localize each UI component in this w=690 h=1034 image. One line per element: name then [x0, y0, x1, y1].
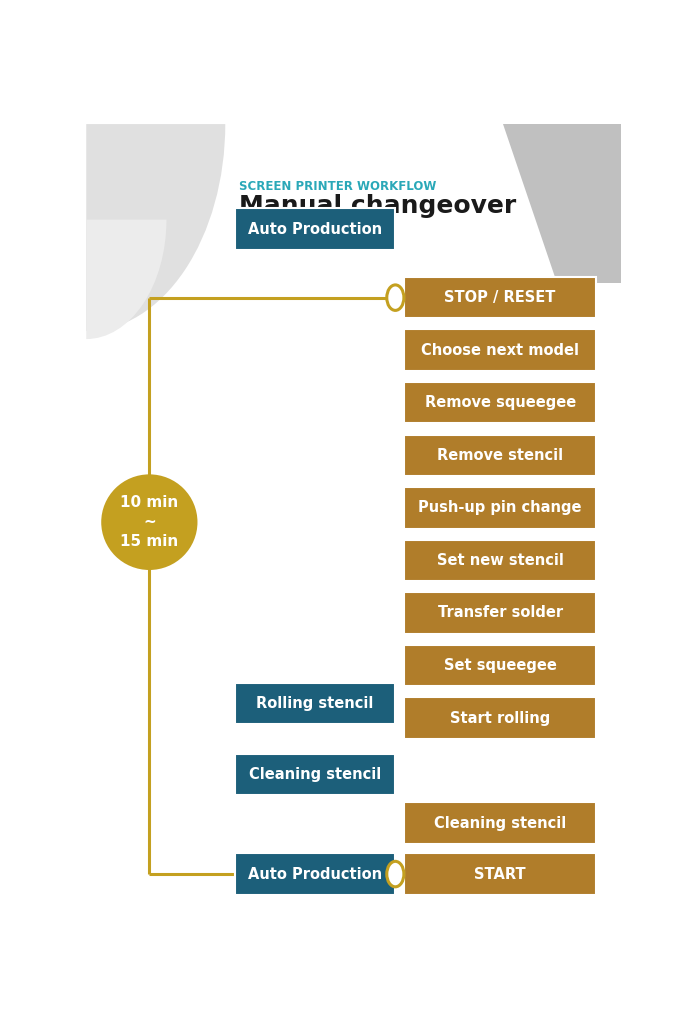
FancyBboxPatch shape — [235, 754, 395, 795]
Text: START: START — [474, 866, 526, 882]
Text: Set new stencil: Set new stencil — [437, 553, 564, 568]
Text: Remove squeegee: Remove squeegee — [424, 395, 575, 410]
FancyBboxPatch shape — [235, 683, 395, 725]
Text: Start rolling: Start rolling — [450, 710, 550, 726]
FancyBboxPatch shape — [235, 209, 395, 250]
FancyBboxPatch shape — [404, 434, 596, 476]
Text: Choose next model: Choose next model — [421, 342, 579, 358]
Ellipse shape — [101, 475, 197, 570]
Text: Auto Production: Auto Production — [248, 221, 382, 237]
Circle shape — [387, 285, 404, 310]
FancyBboxPatch shape — [404, 277, 596, 318]
Text: Auto Production: Auto Production — [248, 866, 382, 882]
FancyBboxPatch shape — [404, 382, 596, 424]
FancyBboxPatch shape — [404, 592, 596, 634]
Wedge shape — [86, 219, 166, 339]
Circle shape — [387, 861, 404, 887]
FancyBboxPatch shape — [235, 853, 395, 894]
FancyBboxPatch shape — [404, 487, 596, 528]
Text: Remove stencil: Remove stencil — [437, 448, 563, 463]
Polygon shape — [504, 124, 621, 283]
Text: Manual changeover: Manual changeover — [239, 194, 516, 218]
FancyBboxPatch shape — [404, 645, 596, 687]
Wedge shape — [86, 124, 225, 331]
Text: Push-up pin change: Push-up pin change — [418, 500, 582, 515]
FancyBboxPatch shape — [404, 802, 596, 844]
Text: Cleaning stencil: Cleaning stencil — [434, 816, 566, 830]
FancyBboxPatch shape — [404, 697, 596, 738]
Text: SCREEN PRINTER WORKFLOW: SCREEN PRINTER WORKFLOW — [239, 180, 436, 193]
Text: STOP / RESET: STOP / RESET — [444, 291, 556, 305]
Text: Set squeegee: Set squeegee — [444, 658, 557, 673]
Text: Rolling stencil: Rolling stencil — [257, 696, 374, 711]
FancyBboxPatch shape — [404, 330, 596, 371]
Text: 10 min
~
15 min: 10 min ~ 15 min — [120, 495, 179, 549]
Text: Transfer solder: Transfer solder — [437, 606, 563, 620]
FancyBboxPatch shape — [404, 540, 596, 581]
FancyBboxPatch shape — [404, 853, 596, 894]
Text: Cleaning stencil: Cleaning stencil — [249, 767, 382, 782]
